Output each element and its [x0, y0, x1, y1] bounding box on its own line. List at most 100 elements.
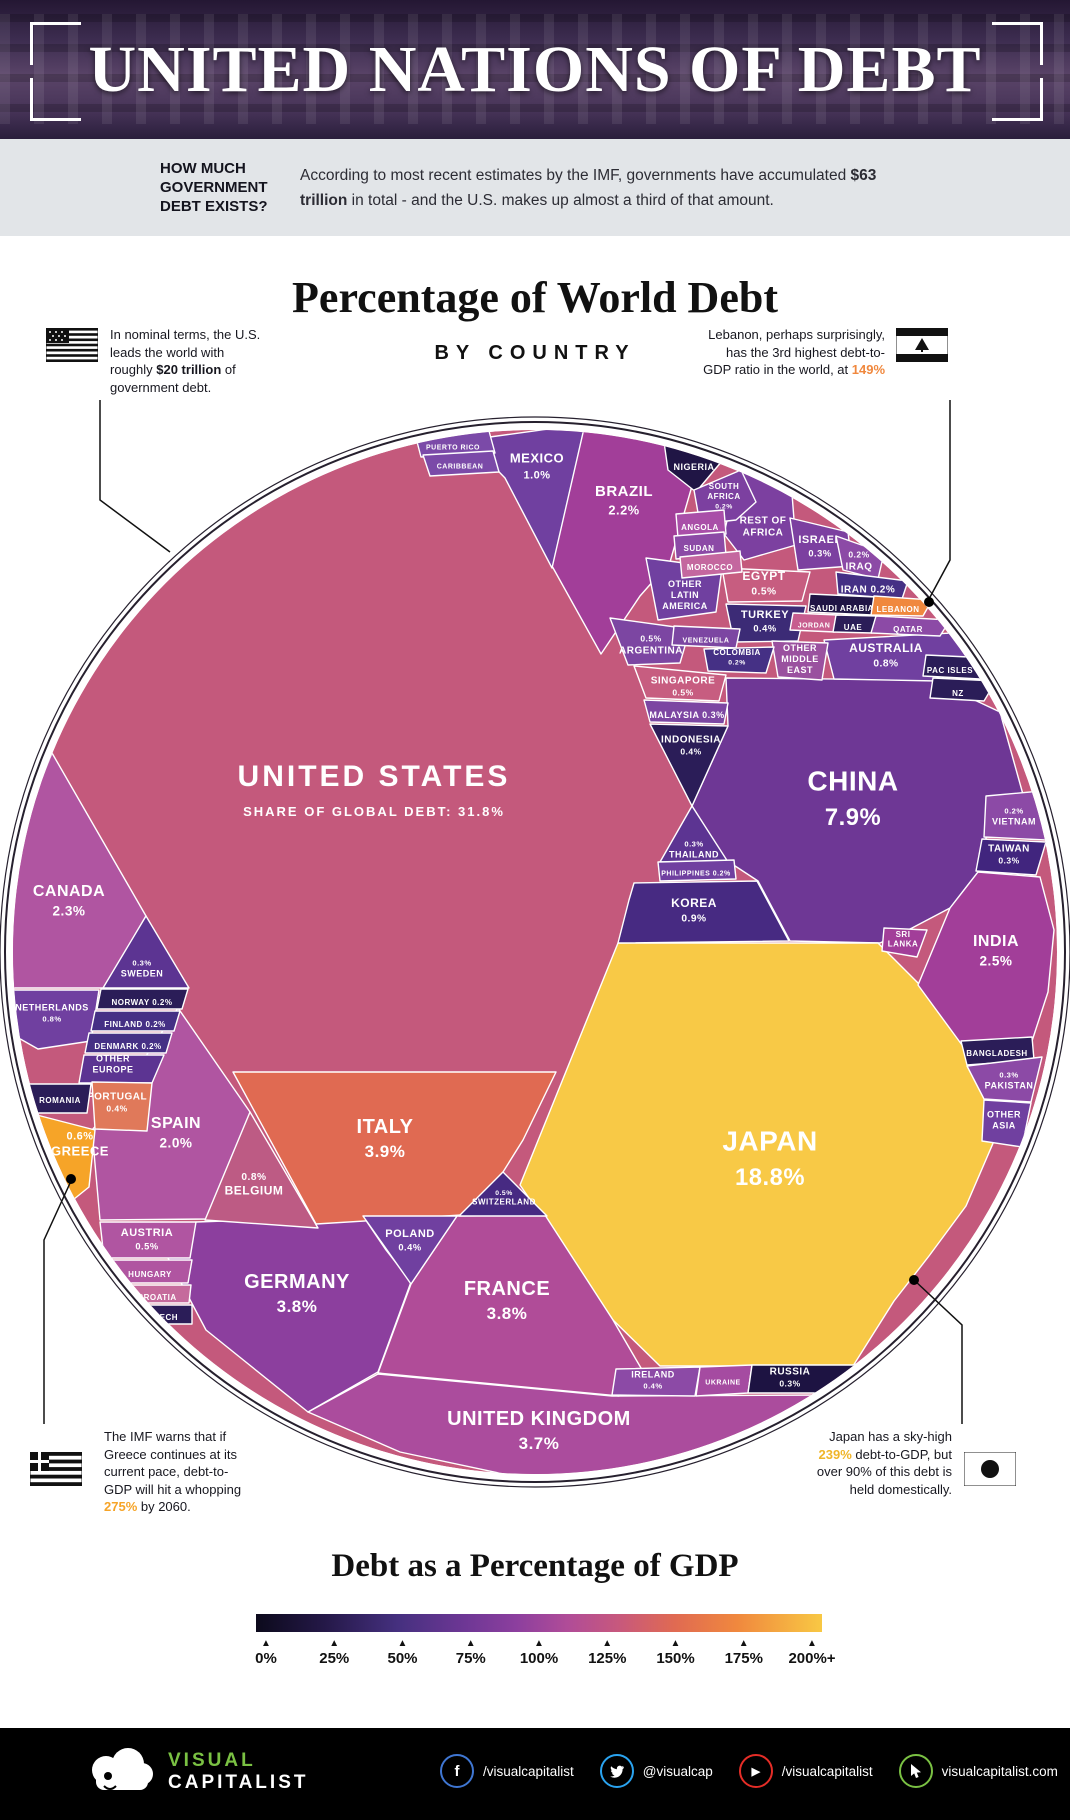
cell-group-portugal: PORTUGAL 0.4% [87, 1081, 153, 1132]
cell-group-saudi-arabia: SAUDI ARABIA [807, 593, 877, 616]
chart-title: Percentage of World Debt [292, 273, 778, 322]
intro-band: HOW MUCH GOVERNMENT DEBT EXISTS? Accordi… [0, 139, 1070, 236]
annotation-us: In nominal terms, the U.S. leads the wor… [110, 326, 265, 396]
footer: VISUAL CAPITALIST f /visualcapitalist @v… [0, 1728, 1070, 1820]
annotation-greece: The IMF warns that if Greece continues a… [104, 1428, 254, 1516]
cell-label-poland: POLAND 0.4% [385, 1228, 434, 1253]
legend-tick-label: 150% [656, 1650, 695, 1667]
cell-label-mexico: MEXICO 1.0% [510, 451, 564, 482]
cell-label-angola: ANGOLA [681, 523, 719, 532]
youtube-handle: /visualcapitalist [781, 1763, 873, 1779]
cell-group-other-middle-east: OTHER MIDDLE EAST [771, 640, 829, 681]
cell-label-united-kingdom: UNITED KINGDOM 3.7% [447, 1408, 631, 1453]
callout-line-lebanon [928, 400, 951, 600]
chart-outer-ring [0, 416, 1070, 1488]
cell-group-angola: ANGOLA [675, 509, 727, 539]
building-photo-backdrop [0, 14, 1070, 124]
cell-label-spain: SPAIN 2.0% [151, 1115, 201, 1151]
cell-label-argentina: 0.5% ARGENTINA [619, 633, 683, 656]
cell-label-united-states: UNITED STATES [238, 760, 511, 793]
cell-label-portugal: PORTUGAL 0.4% [87, 1091, 147, 1113]
callout-dot-lebanon [924, 597, 934, 607]
cell-group-pakistan: 0.3% PAKISTAN [966, 1056, 1043, 1103]
legend-tick-label: 0% [255, 1650, 277, 1667]
cell-label-israel: ISRAEL 0.3% [798, 534, 841, 559]
cell-label-philippines: PHILIPPINES 0.2% [661, 871, 731, 878]
cell-malaysia [643, 699, 729, 725]
cell-label-bangladesh: BANGLADESH [966, 1049, 1027, 1058]
legend-tick: ▲ 25% [302, 1638, 366, 1667]
annotation-japan-highlight: 239% [818, 1446, 852, 1462]
visual-capitalist-logo[interactable]: VISUAL CAPITALIST [84, 1746, 308, 1798]
cell-group-china: CHINA 7.9% [691, 677, 1025, 944]
intro-description-bold: $63 trillion [300, 167, 877, 210]
cell-label-korea: KOREA 0.9% [671, 896, 717, 925]
cell-group-netherlands: NETHERLANDS 0.8% [13, 989, 100, 1050]
cell-group-india: INDIA 2.5% [917, 871, 1055, 1046]
cell-label-pac-isles: PAC ISLES [927, 666, 973, 675]
annotation-greece-text: The IMF warns that if Greece continues a… [104, 1429, 242, 1497]
cell-label-austria: AUSTRIA 0.5% [121, 1227, 173, 1252]
cell-label-italy: ITALY 3.9% [357, 1116, 414, 1161]
cell-label-japan: JAPAN 18.8% [722, 1126, 817, 1191]
cell-qatar [870, 615, 951, 637]
header-banner: UNITED NATIONS OF DEBT [0, 0, 1070, 139]
cell-group-nz: NZ [929, 677, 997, 702]
cell-group-finland: FINLAND 0.2% [90, 1010, 181, 1032]
tick-triangle-icon: ▲ [738, 1638, 749, 1649]
legend-tick-label: 200%+ [788, 1650, 836, 1667]
website-link[interactable]: visualcapitalist.com [898, 1754, 1058, 1788]
cell-label-belgium: 0.8% BELGIUM [225, 1172, 284, 1198]
cell-group-brazil: BRAZIL 2.2% [551, 430, 693, 655]
cell-group-belgium: 0.8% BELGIUM [204, 1111, 319, 1229]
legend-tick-label: 125% [588, 1650, 627, 1667]
cell-group-france: FRANCE 3.8% [377, 1214, 642, 1397]
annotation-lebanon-text: Lebanon, perhaps surprisingly, has the 3… [703, 327, 885, 378]
cell-group-egypt: EGYPT 0.5% [721, 567, 811, 603]
cell-label-pakistan: 0.3% PAKISTAN [985, 1071, 1034, 1091]
tick-triangle-icon: ▲ [261, 1638, 271, 1649]
cell-group-uae: UAE [832, 614, 878, 634]
cell-group-jordan: JORDAN [789, 612, 839, 633]
legend-tick: ▲ 150% [644, 1638, 708, 1667]
legend-tick: ▲ 100% [507, 1638, 571, 1667]
facebook-link[interactable]: f /visualcapitalist [440, 1754, 574, 1788]
annotation-greece-highlight: 275% [104, 1499, 138, 1515]
cell-group-qatar: QATAR [870, 615, 951, 637]
tick-triangle-icon: ▲ [329, 1638, 340, 1649]
annotation-japan-text: debt-to-GDP, but over 90% of this debt i… [816, 1446, 952, 1497]
cell-label-other-middle-east: OTHER MIDDLE EAST [781, 643, 819, 675]
tick-triangle-icon: ▲ [670, 1638, 681, 1649]
cell-sublabel-united-states: SHARE OF GLOBAL DEBT: 31.8% [243, 804, 505, 819]
annotation-lebanon: Lebanon, perhaps surprisingly, has the 3… [700, 326, 885, 379]
cell-group-other-europe: OTHER EUROPE [78, 1054, 165, 1084]
cell-label-sri-lanka: SRI LANKA [888, 930, 919, 949]
cell-group-ukraine: UKRAINE [695, 1364, 753, 1397]
cell-group-austria: AUSTRIA 0.5% [99, 1221, 197, 1259]
twitter-link[interactable]: @visualcap [599, 1754, 713, 1788]
cell-group-turkey: TURKEY 0.4% [725, 603, 807, 643]
twitter-handle: @visualcap [642, 1763, 713, 1779]
cell-label-canada: CANADA 2.3% [33, 883, 105, 919]
cell-argentina [609, 617, 691, 666]
cell-denmark [84, 1032, 173, 1054]
cell-group-italy: ITALY 3.9% [232, 1071, 557, 1225]
callout-line-greece [43, 1180, 72, 1424]
visual-capitalist-logo-icon [92, 1748, 153, 1790]
cell-other-middle-east [771, 640, 829, 681]
cell-label-lebanon: LEBANON [876, 605, 919, 614]
social-links: f /visualcapitalist @visualcap ▶ /visual… [440, 1754, 1058, 1788]
cell-sri-lanka [881, 927, 928, 958]
cell-group-ireland: IRELAND 0.4% [611, 1366, 701, 1397]
cell-label-venezuela: VENEZUELA [683, 638, 730, 645]
youtube-link[interactable]: ▶ /visualcapitalist [738, 1754, 873, 1788]
cell-norway [96, 988, 189, 1010]
cell-group-sri-lanka: SRI LANKA [881, 927, 928, 958]
cell-caribbean [422, 450, 500, 477]
cell-netherlands [13, 989, 100, 1050]
cell-label-malaysia: MALAYSIA 0.3% [649, 710, 724, 720]
legend-tick: ▲ 0% [234, 1638, 298, 1667]
cell-group-pac-isles: PAC ISLES [922, 654, 991, 680]
cell-label-vietnam: 0.2% VIETNAM [992, 807, 1036, 827]
cell-label-singapore: SINGAPORE 0.5% [651, 675, 716, 697]
